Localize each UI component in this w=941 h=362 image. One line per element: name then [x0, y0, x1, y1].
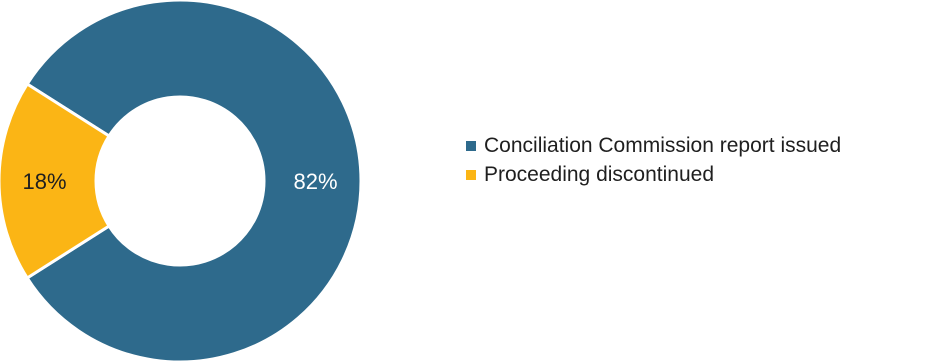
legend-item-discontinued: Proceeding discontinued	[466, 160, 841, 189]
chart-legend: Conciliation Commission report issued Pr…	[466, 131, 841, 189]
donut-value-label-0: 82%	[293, 169, 337, 194]
legend-swatch-report-issued	[466, 140, 476, 151]
donut-value-labels: 82% 18%	[22, 169, 337, 194]
legend-label-discontinued: Proceeding discontinued	[484, 162, 714, 186]
legend-swatch-discontinued	[466, 169, 476, 180]
legend-item-report-issued: Conciliation Commission report issued	[466, 131, 841, 160]
donut-slice-1	[0, 81, 112, 281]
donut-slice-0	[25, 0, 363, 362]
legend-label-report-issued: Conciliation Commission report issued	[484, 133, 842, 157]
donut-slices	[0, 0, 363, 362]
donut-value-label-1: 18%	[22, 169, 66, 194]
